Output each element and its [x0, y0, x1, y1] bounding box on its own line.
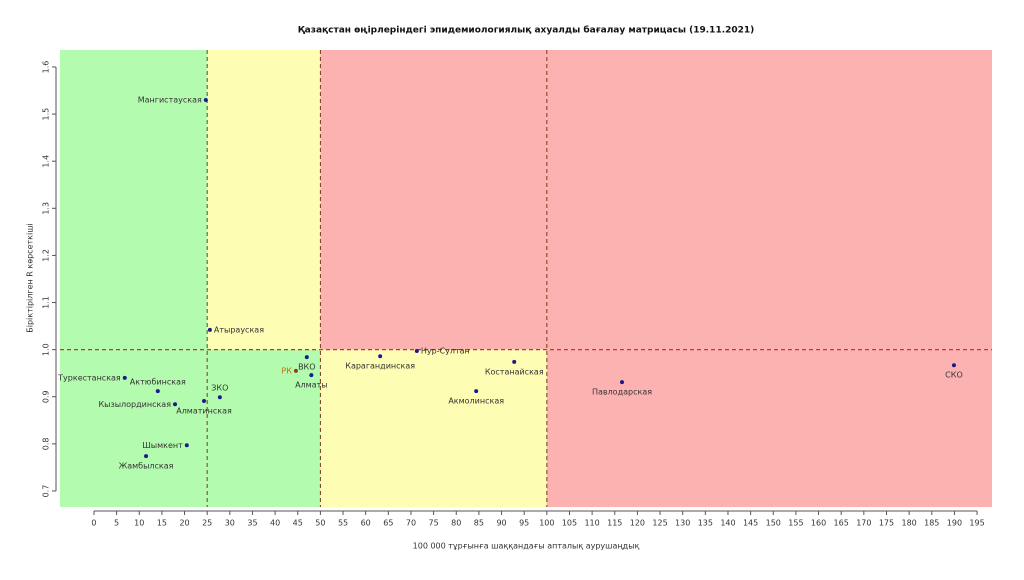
point [309, 373, 314, 378]
region [207, 349, 321, 507]
x-tick-label: 75 [429, 519, 439, 528]
point [217, 395, 222, 400]
x-tick-label: 95 [519, 519, 529, 528]
x-tick-label: 30 [225, 519, 235, 528]
point-label: Кызылординская [98, 400, 171, 409]
point-label: Акмолинская [448, 397, 504, 406]
point [620, 380, 625, 385]
x-tick-label: 190 [947, 519, 962, 528]
region [207, 50, 321, 350]
region [320, 349, 547, 507]
x-tick-label: 65 [383, 519, 393, 528]
x-tick-label: 155 [788, 519, 803, 528]
x-tick-label: 55 [338, 519, 348, 528]
x-tick-label: 135 [698, 519, 713, 528]
x-axis-label: 100 000 тұрғынға шаққандағы апталық ауру… [413, 542, 640, 551]
x-tick-label: 25 [202, 519, 212, 528]
point-label: Атырауская [214, 325, 264, 334]
x-tick-label: 40 [270, 519, 280, 528]
point [512, 359, 517, 364]
point [155, 389, 160, 394]
x-tick-label: 50 [315, 519, 325, 528]
x-tick-label: 125 [652, 519, 667, 528]
x-tick-label: 85 [474, 519, 484, 528]
point-label: СКО [945, 371, 963, 380]
point-label: Алматы [295, 381, 328, 390]
x-tick-label: 110 [584, 519, 599, 528]
point [474, 389, 479, 394]
y-tick-label: 1.4 [42, 155, 51, 168]
region [546, 50, 992, 350]
x-tick-label: 130 [675, 519, 690, 528]
point [184, 443, 189, 448]
point-label: Жамбылская [119, 462, 174, 471]
point [144, 454, 149, 459]
point-label: Карагандинская [345, 362, 415, 371]
x-tick-label: 70 [406, 519, 416, 528]
region [546, 349, 992, 507]
region [60, 50, 208, 350]
point-label: Алматинская [176, 406, 232, 415]
region [60, 349, 208, 507]
y-tick-label: 1.6 [42, 61, 51, 74]
point-label: РК [281, 366, 292, 375]
point [304, 355, 309, 360]
point-label: Нур-Султан [421, 347, 470, 356]
y-tick-label: 0.9 [42, 390, 51, 403]
point [951, 363, 956, 368]
x-tick-label: 60 [361, 519, 371, 528]
point [173, 402, 178, 407]
x-tick-label: 45 [293, 519, 303, 528]
point [414, 349, 419, 354]
point-label: Шымкент [142, 441, 183, 450]
point-label: Актюбинская [130, 378, 186, 387]
y-tick-label: 0.7 [42, 485, 51, 498]
x-tick-label: 90 [496, 519, 506, 528]
x-tick-label: 145 [743, 519, 758, 528]
point [207, 327, 212, 332]
x-tick-label: 195 [969, 519, 984, 528]
x-tick-label: 35 [247, 519, 257, 528]
point [378, 354, 383, 359]
y-axis-label: Біріктірілген R көрсеткіші [26, 223, 35, 333]
point [203, 97, 208, 102]
x-tick-label: 120 [630, 519, 645, 528]
x-tick-label: 0 [91, 519, 96, 528]
point-label: Туркестанская [57, 373, 121, 382]
y-tick-label: 1.5 [42, 108, 51, 121]
x-tick-label: 185 [924, 519, 939, 528]
y-tick-label: 1.2 [42, 249, 51, 262]
region [320, 50, 547, 350]
x-tick-label: 5 [114, 519, 119, 528]
point-label: ВКО [298, 363, 315, 372]
x-tick-label: 165 [834, 519, 849, 528]
point [293, 368, 298, 373]
x-tick-label: 170 [856, 519, 871, 528]
y-tick-label: 0.8 [42, 438, 51, 451]
x-tick-label: 175 [879, 519, 894, 528]
x-tick-label: 10 [134, 519, 144, 528]
point-label: Мангистауская [138, 95, 202, 104]
x-tick-label: 105 [562, 519, 577, 528]
y-tick-label: 1.1 [42, 296, 51, 309]
point-label: ЗКО [211, 384, 228, 393]
point-label: Костанайская [485, 367, 544, 376]
x-tick-label: 140 [720, 519, 735, 528]
x-tick-label: 100 [539, 519, 554, 528]
point-label: Павлодарская [592, 388, 652, 397]
chart-title: Қазақстан өңірлеріндегі эпидемиологиялық… [298, 25, 755, 36]
x-tick-label: 150 [766, 519, 781, 528]
y-tick-label: 1.3 [42, 202, 51, 215]
x-tick-label: 180 [901, 519, 916, 528]
point [122, 375, 127, 380]
x-tick-label: 115 [607, 519, 622, 528]
point [202, 398, 207, 403]
x-tick-label: 80 [451, 519, 461, 528]
x-tick-label: 160 [811, 519, 826, 528]
y-tick-label: 1.0 [42, 343, 51, 356]
x-tick-label: 15 [157, 519, 167, 528]
x-tick-label: 20 [179, 519, 189, 528]
